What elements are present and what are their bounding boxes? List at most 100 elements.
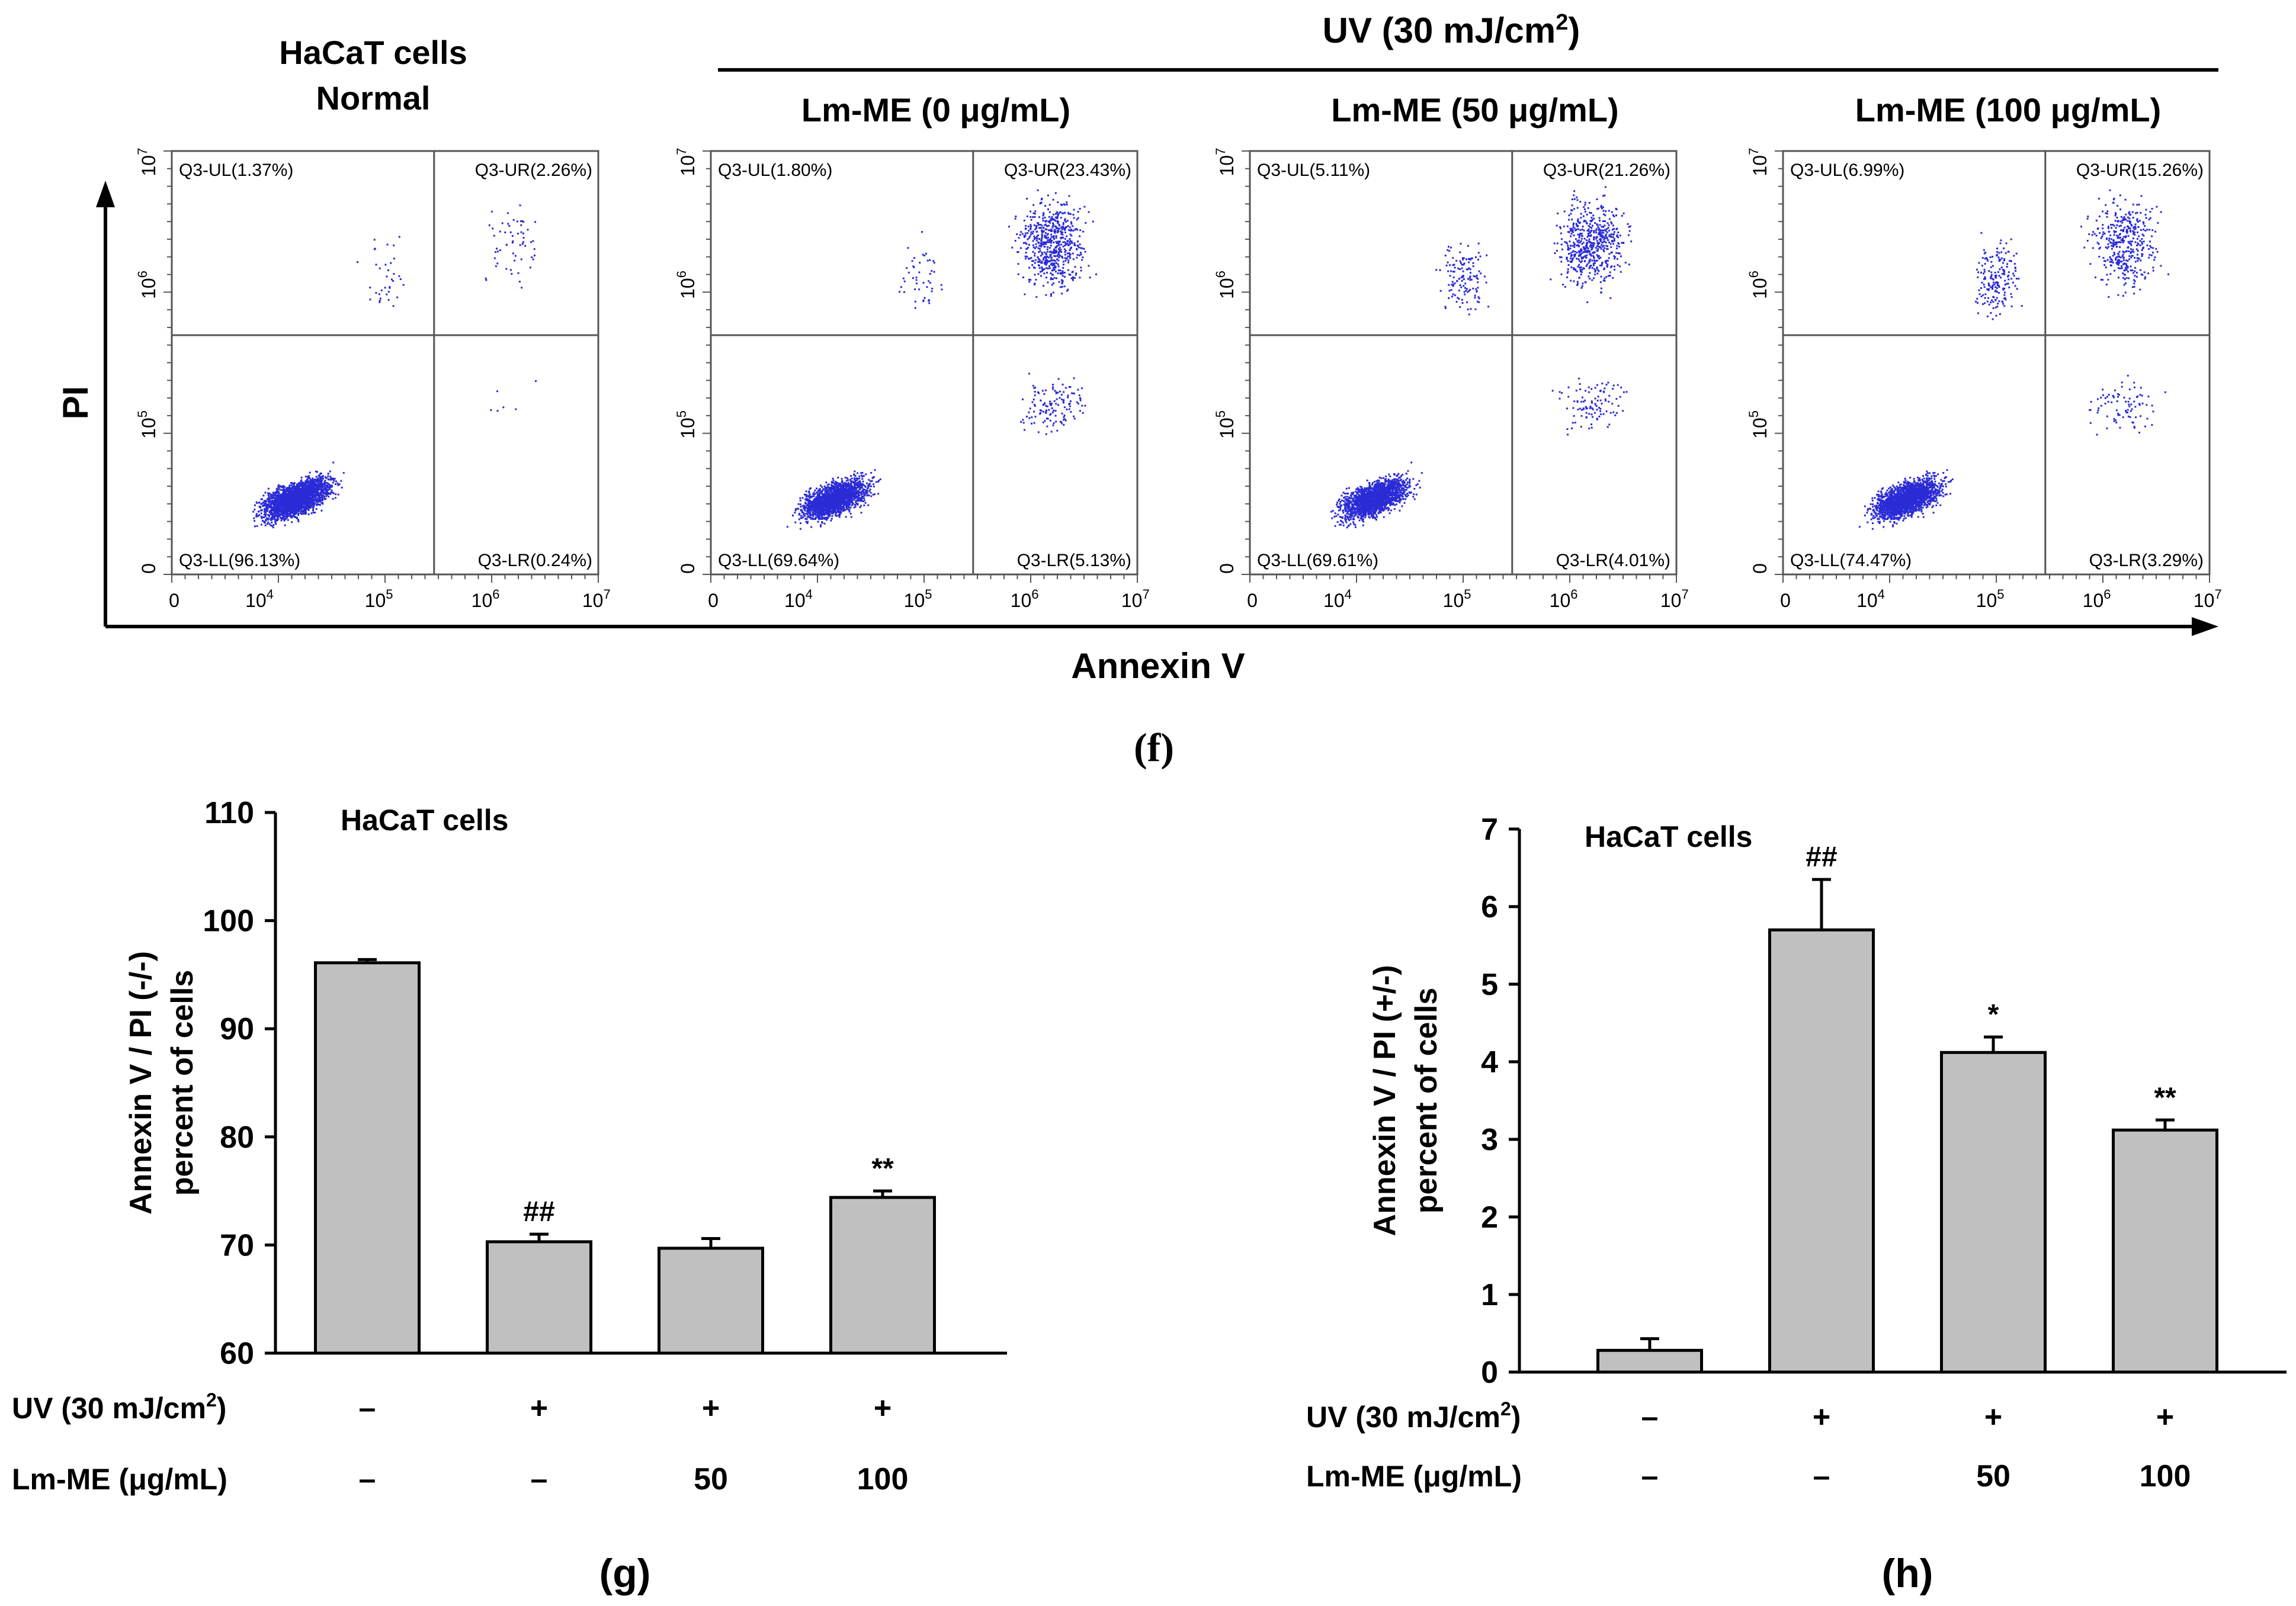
event-dot: [826, 510, 828, 513]
event-dot: [293, 482, 296, 484]
event-dot: [268, 523, 271, 525]
event-dot: [836, 506, 838, 508]
event-dot: [275, 495, 278, 497]
event-dot: [310, 493, 312, 496]
event-dot: [1038, 216, 1040, 219]
event-dot: [274, 506, 276, 508]
event-dot: [320, 476, 322, 478]
event-dot: [836, 511, 839, 513]
event-dot: [840, 496, 842, 498]
event-dot: [313, 506, 315, 508]
event-dot: [861, 476, 864, 478]
event-dot: [1052, 225, 1054, 227]
event-dot: [316, 487, 319, 489]
event-dot: [307, 481, 309, 483]
event-dot: [490, 210, 493, 213]
event-dot: [795, 508, 797, 510]
event-dot: [1059, 286, 1062, 288]
event-dot: [838, 490, 840, 492]
event-dot: [273, 505, 275, 507]
event-dot: [1064, 211, 1066, 214]
event-dot: [832, 481, 835, 484]
event-dot: [303, 496, 306, 498]
event-dot: [856, 492, 858, 493]
event-dot: [1079, 229, 1082, 232]
event-dot: [267, 500, 270, 503]
event-dot: [295, 496, 297, 498]
event-dot: [809, 497, 811, 499]
event-dot: [841, 497, 843, 499]
event-dot: [818, 515, 820, 518]
event-dot: [1048, 247, 1051, 249]
event-dot: [862, 484, 865, 486]
event-dot: [280, 518, 283, 521]
x-tick-label: 0: [169, 590, 179, 611]
event-dot: [384, 287, 386, 289]
x-tick-label: 104: [245, 587, 274, 611]
event-dot: [254, 504, 256, 506]
event-dot: [860, 492, 862, 494]
event-dot: [833, 495, 836, 497]
event-dot: [297, 505, 299, 507]
event-dot: [859, 486, 861, 489]
event-dot: [835, 497, 838, 499]
event-dot: [820, 505, 822, 507]
event-dot: [842, 509, 844, 512]
event-dot: [1063, 285, 1066, 288]
event-dot: [1056, 255, 1059, 257]
event-dot: [842, 499, 844, 502]
event-dot: [807, 502, 810, 505]
event-dot: [1049, 221, 1051, 224]
event-dot: [1063, 248, 1066, 250]
event-dot: [810, 503, 813, 506]
event-dot: [860, 512, 862, 514]
event-dot: [256, 502, 258, 504]
event-dot: [279, 500, 281, 503]
event-dot: [818, 510, 820, 513]
event-dot: [813, 499, 815, 501]
event-dot: [1027, 232, 1029, 235]
event-dot: [1024, 242, 1027, 244]
event-dot: [329, 476, 332, 478]
event-dot: [1031, 260, 1033, 262]
event-dot: [800, 517, 802, 519]
event-dot: [813, 518, 815, 520]
event-dot: [1080, 266, 1082, 269]
event-dot: [1063, 271, 1066, 274]
event-dot: [1043, 246, 1046, 248]
event-dot: [517, 233, 519, 235]
event-dot: [309, 480, 312, 483]
event-dot: [1032, 260, 1034, 262]
event-dot: [826, 495, 828, 497]
event-dot: [259, 509, 262, 512]
event-dot: [854, 487, 857, 490]
event-dot: [269, 498, 271, 500]
event-dot: [332, 478, 335, 481]
event-dot: [1045, 261, 1047, 263]
event-dot: [304, 509, 306, 511]
event-dot: [258, 505, 261, 508]
event-dot: [814, 507, 816, 509]
event-dot: [311, 479, 313, 481]
event-dot: [258, 510, 260, 513]
event-dot: [812, 512, 814, 515]
event-dot: [270, 512, 272, 514]
event-dot: [1077, 245, 1079, 247]
event-dot: [1050, 295, 1052, 297]
event-dot: [1072, 230, 1075, 232]
event-dot: [1048, 229, 1050, 232]
event-dot: [854, 492, 856, 494]
event-dot: [308, 505, 310, 507]
event-dot: [837, 477, 839, 478]
event-dot: [267, 521, 270, 523]
event-dot: [260, 512, 262, 515]
event-dot: [282, 496, 284, 497]
event-dot: [860, 505, 862, 507]
event-dot: [1049, 219, 1051, 221]
event-dot: [870, 472, 873, 474]
event-dot: [867, 494, 869, 496]
event-dot: [267, 519, 269, 521]
event-dot: [263, 500, 265, 503]
event-dot: [298, 502, 300, 505]
event-dot: [819, 514, 822, 516]
